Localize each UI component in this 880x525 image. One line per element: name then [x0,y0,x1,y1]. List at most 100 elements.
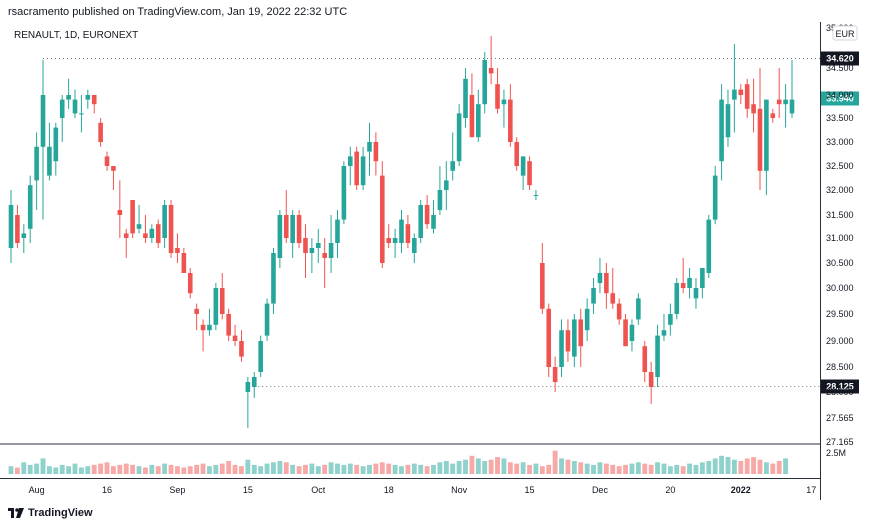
candle-body [296,215,302,243]
time-axis[interactable]: Aug 16 Sep 15 Oct 18 Nov 15 Dec 20 2022 17 [29,485,817,495]
volume-bar [213,464,219,474]
volume-bar [648,464,654,474]
volume-bar [283,462,289,474]
candle-body [245,382,251,392]
volume-bar [405,464,411,474]
candle [520,156,526,190]
volume-bar [559,458,564,474]
volume-bar [104,462,110,474]
candle [175,233,180,263]
volume-bar [751,457,757,474]
candle [424,195,430,229]
candle-body [488,68,494,74]
candle-body [469,95,475,138]
candle-body [379,175,385,263]
volume-bar [469,455,475,474]
price-tick-label: 33.500 [826,113,854,123]
candle-body [687,278,692,288]
volume-bar [725,457,731,474]
tradingview-logo[interactable]: TradingView [8,506,93,520]
candle-body [661,330,667,336]
volume-bar [14,467,20,474]
volume-bar [591,464,596,474]
candle-body [53,127,59,162]
candle [66,78,71,109]
tradingview-logo-icon [8,508,24,518]
candle [687,268,692,299]
candle-body [104,156,110,166]
volume-bar [379,462,385,474]
candle-body [732,89,737,100]
volume-scale-label: 2.5M [826,448,846,458]
candle-body [655,335,660,377]
candle-body [565,330,571,352]
candle [290,210,295,258]
candle-body [514,142,520,166]
candle-body [239,341,244,357]
volume-bar [520,462,526,474]
volume-bar [78,467,84,474]
currency-badge[interactable]: EUR [832,25,858,41]
candle-body [283,215,289,238]
candle [661,314,667,341]
volume-bar [187,466,193,474]
candle-body [168,205,174,253]
candle-body [155,224,161,243]
level-badge [821,379,859,394]
candle [476,89,481,142]
volume-bar [706,461,712,474]
candle-body [559,330,564,367]
time-tick-label: Sep [169,485,185,495]
candle-body [207,324,212,331]
time-tick-label: 18 [384,485,394,495]
volume-bar [533,463,539,474]
candle-body [616,303,622,320]
candle-layer [8,36,795,428]
candle-body [591,288,596,304]
candle-body [309,248,315,253]
candle-body [40,95,46,147]
candle-body [367,142,372,152]
candle-body [232,335,238,341]
volume-bar [693,464,699,474]
candle [194,303,199,331]
candle [648,361,654,404]
volume-bar [501,458,507,474]
candle [251,372,257,398]
candle [123,228,129,258]
candle-body [776,99,782,105]
candle-body [450,161,456,171]
candle [15,205,20,248]
candle-body [463,78,468,118]
candle [79,95,84,133]
candle [303,224,308,278]
candle [591,278,596,314]
volume-bar [642,463,648,474]
volume-bar [72,463,78,474]
candle-body [91,95,97,105]
candle-body [584,308,590,331]
candle [399,210,404,253]
candle-body [111,166,116,171]
volume-bar [456,461,462,474]
volume-bar [514,463,520,474]
volume-bar [309,463,315,474]
candle [283,190,289,243]
candle [744,78,750,118]
candle [136,205,142,234]
candle-body [668,314,673,325]
candle-body [501,99,507,105]
candle [341,161,347,225]
candle [456,104,462,166]
volume-bar [655,462,660,474]
volume-bar [347,463,353,474]
candle [572,314,577,367]
candle-body [251,377,257,387]
candle [789,60,795,118]
volume-bar [136,466,142,474]
candle [495,68,500,114]
candle-body [123,233,129,238]
candle-body [495,84,500,109]
